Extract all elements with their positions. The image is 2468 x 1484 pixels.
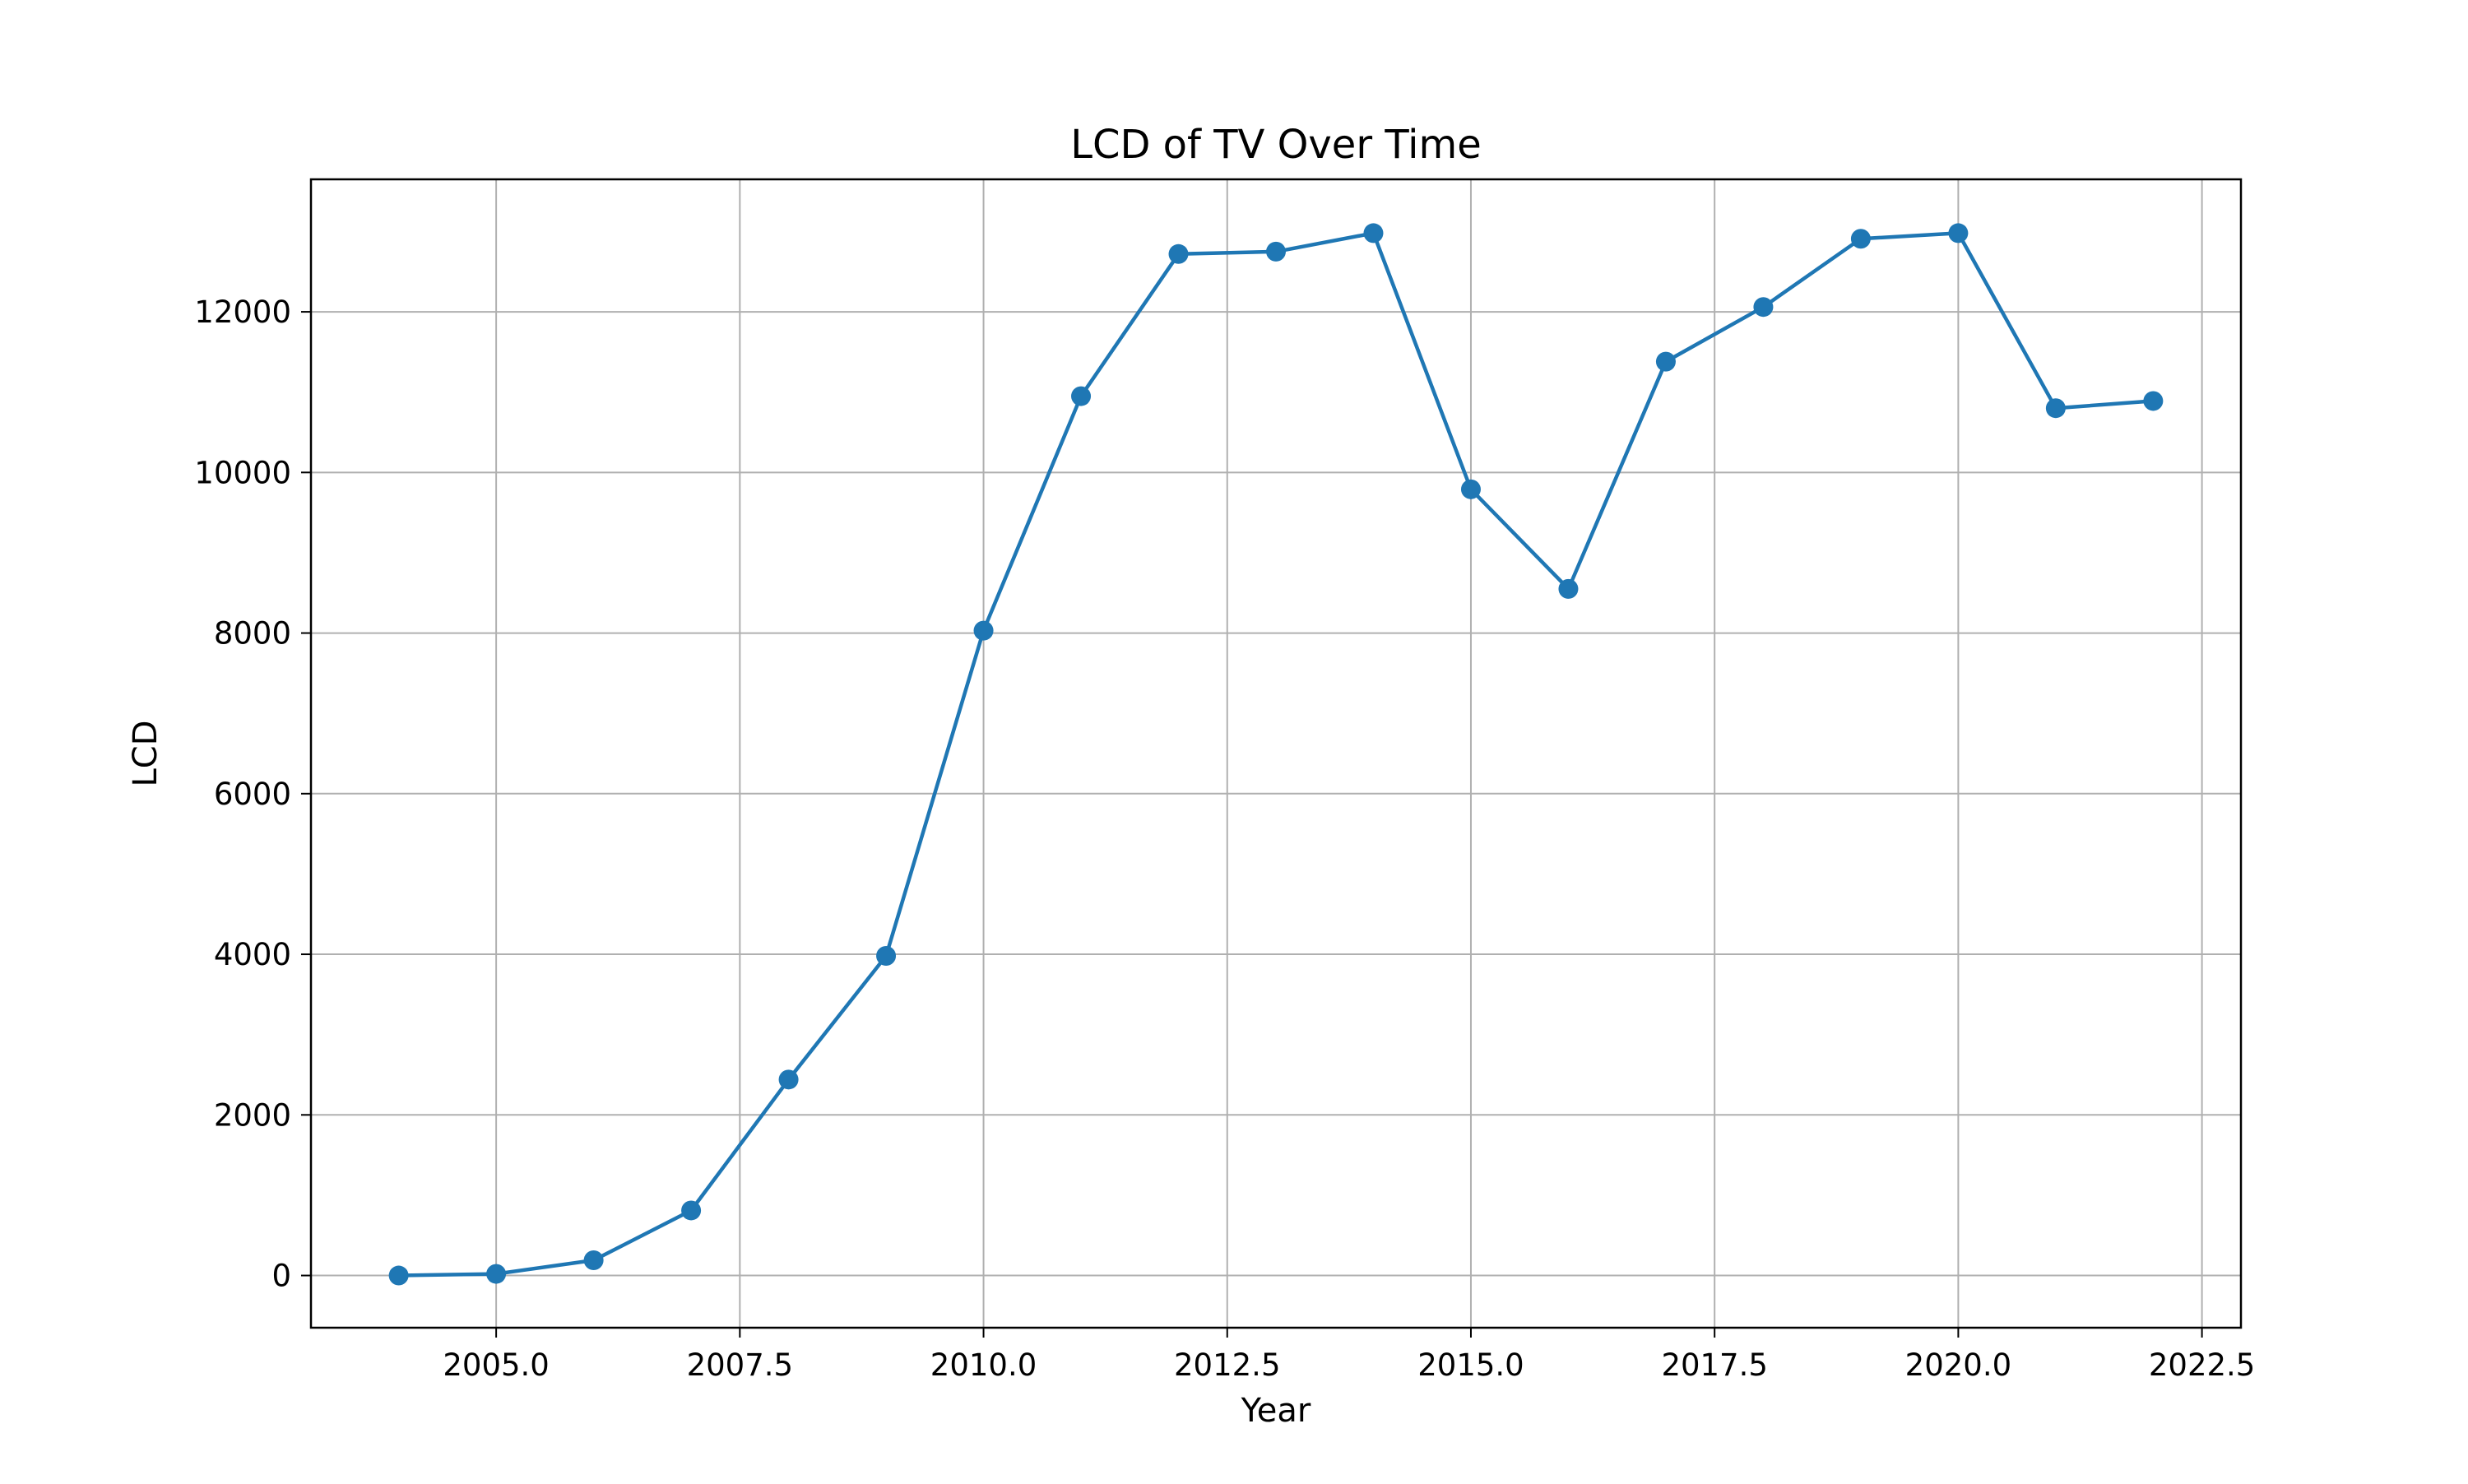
data-point xyxy=(1655,351,1676,372)
data-point xyxy=(2045,398,2066,419)
y-tick-label: 12000 xyxy=(194,294,291,330)
x-tick-label: 2012.5 xyxy=(1174,1347,1280,1383)
y-axis-ticks: 0 2000 4000 6000 8000 10000 12000 xyxy=(194,294,311,1294)
x-tick-label: 2015.0 xyxy=(1417,1347,1524,1383)
data-point xyxy=(486,1264,507,1284)
x-tick-label: 2020.0 xyxy=(1905,1347,2011,1383)
data-point xyxy=(876,946,897,967)
series-layer xyxy=(388,223,2164,1286)
chart-title: LCD of TV Over Time xyxy=(1070,122,1482,168)
data-point xyxy=(2143,391,2164,411)
data-point xyxy=(1266,241,1286,262)
data-point xyxy=(1558,578,1579,599)
data-point xyxy=(973,620,994,641)
data-point xyxy=(1168,243,1189,264)
y-tick-label: 2000 xyxy=(214,1097,291,1133)
data-point xyxy=(681,1200,702,1221)
y-tick-label: 10000 xyxy=(194,455,291,490)
data-point xyxy=(1460,479,1481,499)
data-point xyxy=(1753,297,1774,318)
data-point xyxy=(1850,229,1871,249)
plot-frame xyxy=(309,178,2243,1329)
data-point xyxy=(1071,386,1092,406)
y-tick-label: 0 xyxy=(271,1259,291,1294)
x-tick-label: 2005.0 xyxy=(443,1347,549,1383)
y-tick-label: 8000 xyxy=(214,616,291,652)
grid xyxy=(311,179,2241,1328)
x-tick-label: 2007.5 xyxy=(687,1347,793,1383)
x-tick-label: 2022.5 xyxy=(2149,1347,2255,1383)
y-tick-label: 4000 xyxy=(214,937,291,972)
x-tick-label: 2017.5 xyxy=(1661,1347,1767,1383)
data-point xyxy=(1948,223,1969,243)
data-point xyxy=(388,1265,409,1286)
x-axis-label: Year xyxy=(1241,1392,1311,1430)
y-tick-label: 6000 xyxy=(214,777,291,812)
data-point xyxy=(778,1069,799,1090)
data-point xyxy=(583,1250,604,1270)
data-point xyxy=(1363,223,1384,243)
x-tick-label: 2010.0 xyxy=(930,1347,1037,1383)
y-axis-label: LCD xyxy=(127,720,165,786)
x-axis-ticks: 2005.0 2007.5 2010.0 2012.5 2015.0 2017.5 2020… xyxy=(443,1328,2255,1383)
